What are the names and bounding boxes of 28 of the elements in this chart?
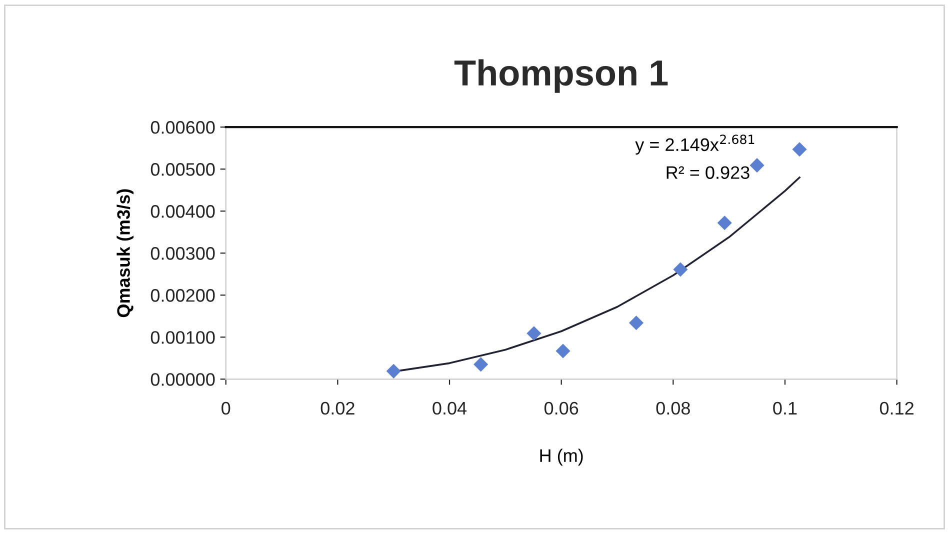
point (750, 158, 764, 173)
x-tick-label: 0.02 (320, 402, 354, 415)
annotation: R² = 0.923 (666, 166, 750, 179)
y-tick-label: 0.00300 (150, 247, 215, 260)
chart-title: Thompson 1 (454, 59, 668, 93)
y-tick-label: 0.00200 (150, 289, 215, 302)
x-tick-label: 0.08 (656, 402, 690, 415)
y-tick-label: 0.00400 (150, 205, 215, 218)
y-tick-label: 0.00000 (150, 373, 215, 386)
point (673, 262, 688, 277)
y-tick-label: 0.00600 (150, 121, 215, 134)
y-axis-title: Qmasuk (m3/s) (116, 189, 134, 318)
point (792, 142, 807, 157)
x-tick-label: 0 (222, 402, 230, 415)
point (556, 344, 570, 358)
point (526, 326, 542, 341)
point (386, 364, 401, 378)
y-tick-label: 0.00100 (150, 331, 215, 344)
x-tick-label: 0.12 (880, 402, 914, 415)
y-tick-label: 0.00500 (150, 163, 215, 176)
x-tick-label: 0.04 (432, 402, 467, 415)
point (474, 357, 488, 372)
x-axis-title: H (m) (540, 448, 583, 466)
x-tick-label: 0.1 (773, 402, 797, 415)
point (628, 316, 644, 330)
x-tick-label: 0.06 (544, 402, 578, 415)
point (717, 216, 732, 230)
annotation: y = 2.149x$^{2.681}$ (635, 134, 754, 155)
